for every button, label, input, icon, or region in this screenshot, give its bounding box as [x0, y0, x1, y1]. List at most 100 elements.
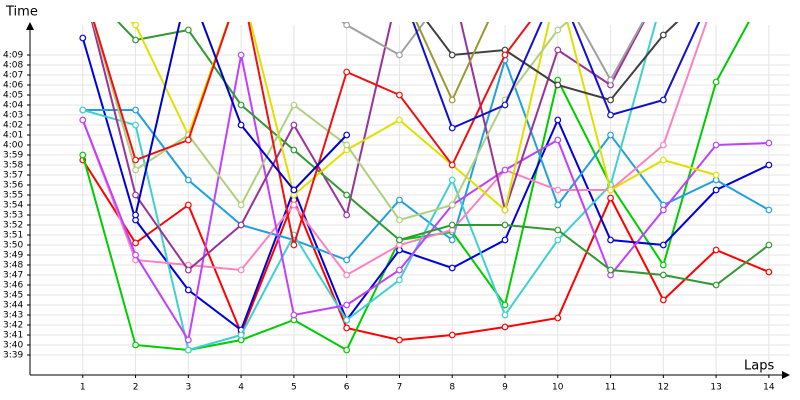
point: [448, 264, 456, 272]
y-tick-label: 3:55: [3, 191, 23, 201]
y-tick-label: 3:42: [3, 321, 23, 331]
point: [396, 216, 403, 224]
point: [237, 121, 245, 129]
point: [501, 166, 509, 174]
x-arrow: [782, 371, 790, 379]
point: [132, 36, 139, 44]
point: [659, 206, 667, 214]
point: [501, 323, 509, 331]
y-tick-label: 3:48: [3, 261, 23, 271]
point: [343, 68, 351, 76]
y-tick-label: 3:39: [3, 351, 23, 361]
point: [79, 106, 87, 114]
point: [448, 176, 456, 184]
y-tick-label: 3:52: [3, 221, 23, 231]
point: [765, 206, 773, 214]
point: [396, 116, 403, 124]
point: [184, 266, 192, 274]
y-tick-label: 4:00: [3, 141, 23, 151]
point: [712, 186, 720, 194]
point: [184, 286, 192, 294]
point: [501, 101, 509, 109]
point: [343, 346, 351, 354]
point: [132, 156, 139, 164]
point: [184, 346, 192, 354]
point: [290, 311, 298, 319]
point: [396, 51, 403, 59]
series-line: [91, 22, 645, 272]
x-tick-label: 1: [80, 383, 86, 393]
grid: [30, 25, 790, 375]
point: [554, 236, 562, 244]
point: [396, 91, 403, 99]
series-line: [81, 37, 770, 332]
point: [659, 96, 667, 104]
x-axis-title: Laps: [744, 359, 774, 374]
point: [343, 141, 351, 149]
x-tick-label: 7: [397, 383, 403, 393]
plot-area: [79, 22, 773, 354]
point: [448, 201, 456, 209]
point: [501, 206, 509, 214]
y-tick-label: 4:08: [3, 61, 23, 71]
point: [132, 341, 139, 349]
point: [448, 161, 456, 169]
y-tick-label: 3:59: [3, 151, 23, 161]
point: [132, 191, 139, 199]
point: [396, 236, 403, 244]
point: [343, 271, 351, 279]
point: [184, 136, 192, 144]
x-tick-label: 13: [710, 383, 721, 393]
point: [501, 301, 509, 309]
y-tick-label: 3:41: [3, 331, 23, 341]
y-tick-label: 3:49: [3, 251, 23, 261]
point: [290, 201, 298, 209]
point: [237, 101, 245, 109]
point: [237, 51, 245, 59]
point: [607, 186, 614, 194]
y-tick-label: 4:06: [3, 81, 23, 91]
point: [343, 211, 351, 219]
point: [132, 106, 139, 114]
point: [607, 111, 614, 119]
series-line: [82, 22, 657, 352]
y-tick-label: 3:51: [3, 231, 23, 241]
point: [343, 256, 351, 264]
y-tick-label: 3:58: [3, 161, 23, 171]
y-tick-label: 4:03: [3, 111, 23, 121]
x-tick-label: 14: [763, 383, 775, 393]
point: [501, 236, 509, 244]
series-line: [82, 56, 770, 262]
x-tick-label: 9: [502, 383, 508, 393]
y-tick-label: 4:02: [3, 121, 23, 131]
point: [659, 31, 667, 39]
point: [343, 324, 351, 332]
point: [448, 51, 456, 59]
point: [448, 221, 456, 229]
point: [607, 236, 614, 244]
point: [554, 314, 562, 322]
point: [343, 316, 351, 324]
y-arrow: [26, 22, 34, 30]
point: [765, 139, 773, 147]
point: [343, 131, 351, 139]
y-tick-label: 3:44: [3, 301, 23, 311]
point: [765, 268, 773, 276]
y-tick-label: 3:56: [3, 181, 23, 191]
point: [132, 239, 139, 247]
point: [607, 131, 614, 139]
point: [659, 296, 667, 304]
point: [607, 96, 614, 104]
point: [237, 221, 245, 229]
point: [554, 186, 562, 194]
point: [448, 236, 456, 244]
point: [396, 276, 403, 284]
point: [712, 281, 720, 289]
point: [554, 46, 562, 54]
point: [290, 186, 298, 194]
point: [343, 191, 351, 199]
y-tick-label: 4:07: [3, 71, 23, 81]
point: [712, 78, 720, 86]
x-tick-label: 12: [658, 383, 669, 393]
